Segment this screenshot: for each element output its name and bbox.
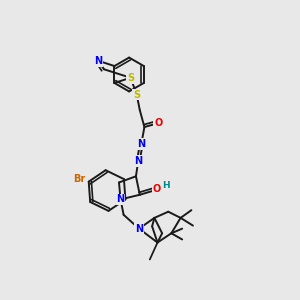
Text: N: N bbox=[134, 156, 142, 166]
Text: S: S bbox=[127, 73, 134, 83]
Text: N: N bbox=[135, 224, 143, 234]
Text: H: H bbox=[162, 181, 170, 190]
Text: S: S bbox=[133, 90, 140, 100]
Text: O: O bbox=[153, 184, 161, 194]
Text: N: N bbox=[137, 139, 146, 149]
Text: N: N bbox=[116, 194, 124, 204]
Text: O: O bbox=[154, 118, 162, 128]
Text: Br: Br bbox=[74, 174, 86, 184]
Text: N: N bbox=[94, 56, 102, 66]
